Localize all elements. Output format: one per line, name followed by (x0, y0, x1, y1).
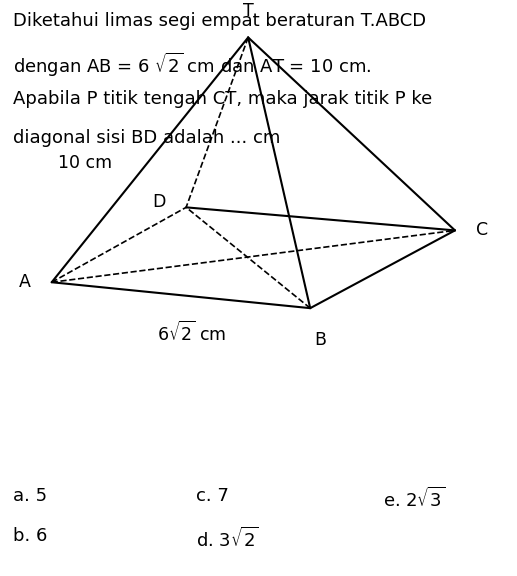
Text: C: C (476, 221, 488, 240)
Text: D: D (152, 192, 165, 211)
Text: 10 cm: 10 cm (57, 154, 112, 172)
Text: T: T (243, 2, 253, 20)
Text: A: A (19, 273, 31, 291)
Text: c. 7: c. 7 (196, 487, 230, 505)
Text: Apabila P titik tengah CT, maka jarak titik P ke: Apabila P titik tengah CT, maka jarak ti… (13, 90, 432, 108)
Text: a. 5: a. 5 (13, 487, 47, 505)
Text: $6\sqrt{2}$ cm: $6\sqrt{2}$ cm (157, 321, 226, 345)
Text: diagonal sisi BD adalah ... cm: diagonal sisi BD adalah ... cm (13, 129, 280, 147)
Text: B: B (314, 331, 327, 349)
Text: b. 6: b. 6 (13, 527, 47, 545)
Text: d. 3$\sqrt{2}$: d. 3$\sqrt{2}$ (196, 527, 259, 551)
Text: e. 2$\sqrt{3}$: e. 2$\sqrt{3}$ (383, 487, 445, 511)
Text: Diketahui limas segi empat beraturan T.ABCD: Diketahui limas segi empat beraturan T.A… (13, 12, 426, 29)
Text: dengan AB = 6 $\sqrt{2}$ cm dan AT = 10 cm.: dengan AB = 6 $\sqrt{2}$ cm dan AT = 10 … (13, 51, 371, 79)
